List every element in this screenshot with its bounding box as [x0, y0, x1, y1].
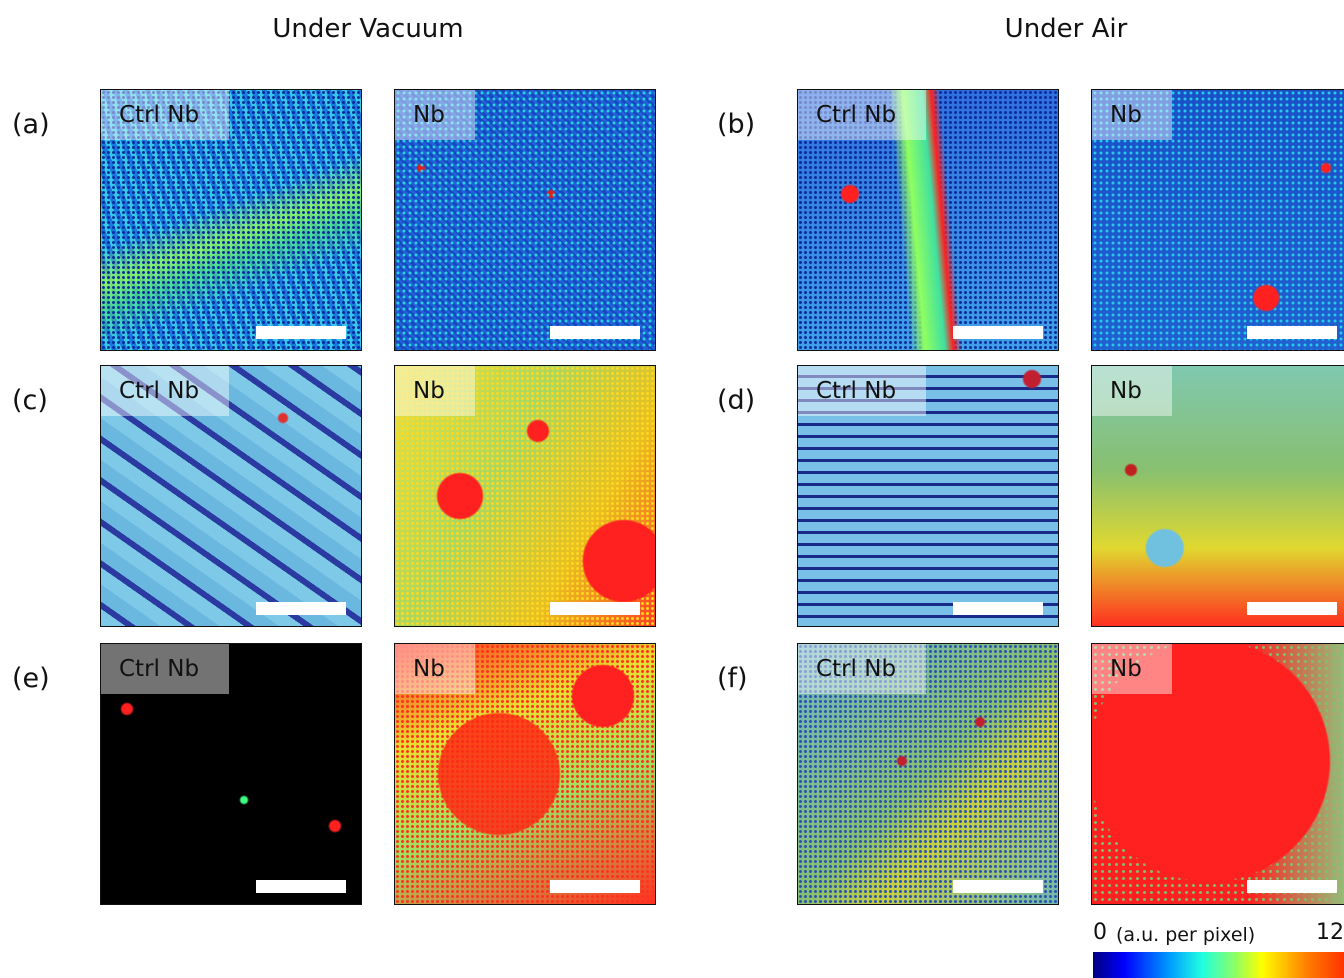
scale-bar [953, 326, 1043, 339]
row-label: (b) [717, 109, 755, 140]
panel-label: Ctrl Nb [798, 366, 926, 416]
image-panel: Ctrl Nb [797, 89, 1059, 351]
scale-bar [1247, 326, 1337, 339]
image-panel: Nb [1091, 89, 1344, 351]
image-panel: Ctrl Nb [100, 365, 362, 627]
scale-bar [256, 326, 346, 339]
image-panel: Nb [1091, 643, 1344, 905]
panel-label: Nb [1092, 366, 1172, 416]
colorbar-max: 12 [1316, 920, 1344, 945]
panel-label: Ctrl Nb [101, 644, 229, 694]
colorbar-unit: (a.u. per pixel) [1116, 924, 1255, 946]
group-title: Under Vacuum [272, 14, 463, 44]
row-label: (f) [717, 663, 748, 694]
scale-bar [1247, 880, 1337, 893]
image-panel: Ctrl Nb [797, 643, 1059, 905]
panel-label: Nb [1092, 90, 1172, 140]
panel-label: Ctrl Nb [798, 90, 926, 140]
row-label: (c) [12, 385, 48, 416]
panel-label: Ctrl Nb [798, 644, 926, 694]
image-panel: Nb [394, 643, 656, 905]
scale-bar [1247, 602, 1337, 615]
scale-bar [953, 880, 1043, 893]
group-title: Under Air [1005, 14, 1128, 44]
image-panel: Nb [394, 365, 656, 627]
image-panel: Ctrl Nb [100, 643, 362, 905]
colorbar [1093, 952, 1344, 978]
panel-label: Nb [395, 366, 475, 416]
panel-label: Nb [1092, 644, 1172, 694]
scale-bar [256, 602, 346, 615]
image-panel: Ctrl Nb [797, 365, 1059, 627]
image-panel: Nb [394, 89, 656, 351]
image-panel: Ctrl Nb [100, 89, 362, 351]
row-label: (e) [12, 663, 50, 694]
scale-bar [550, 880, 640, 893]
scale-bar [953, 602, 1043, 615]
image-panel: Nb [1091, 365, 1344, 627]
figure: 0 (a.u. per pixel) 12 Under Vacuum (a) Ctr… [0, 0, 1344, 978]
panel-label: Ctrl Nb [101, 366, 229, 416]
panel-label: Nb [395, 644, 475, 694]
scale-bar [550, 326, 640, 339]
panel-label: Nb [395, 90, 475, 140]
panel-label: Ctrl Nb [101, 90, 229, 140]
row-label: (d) [717, 385, 755, 416]
scale-bar [256, 880, 346, 893]
scale-bar [550, 602, 640, 615]
row-label: (a) [12, 109, 50, 140]
colorbar-min: 0 [1093, 920, 1107, 945]
